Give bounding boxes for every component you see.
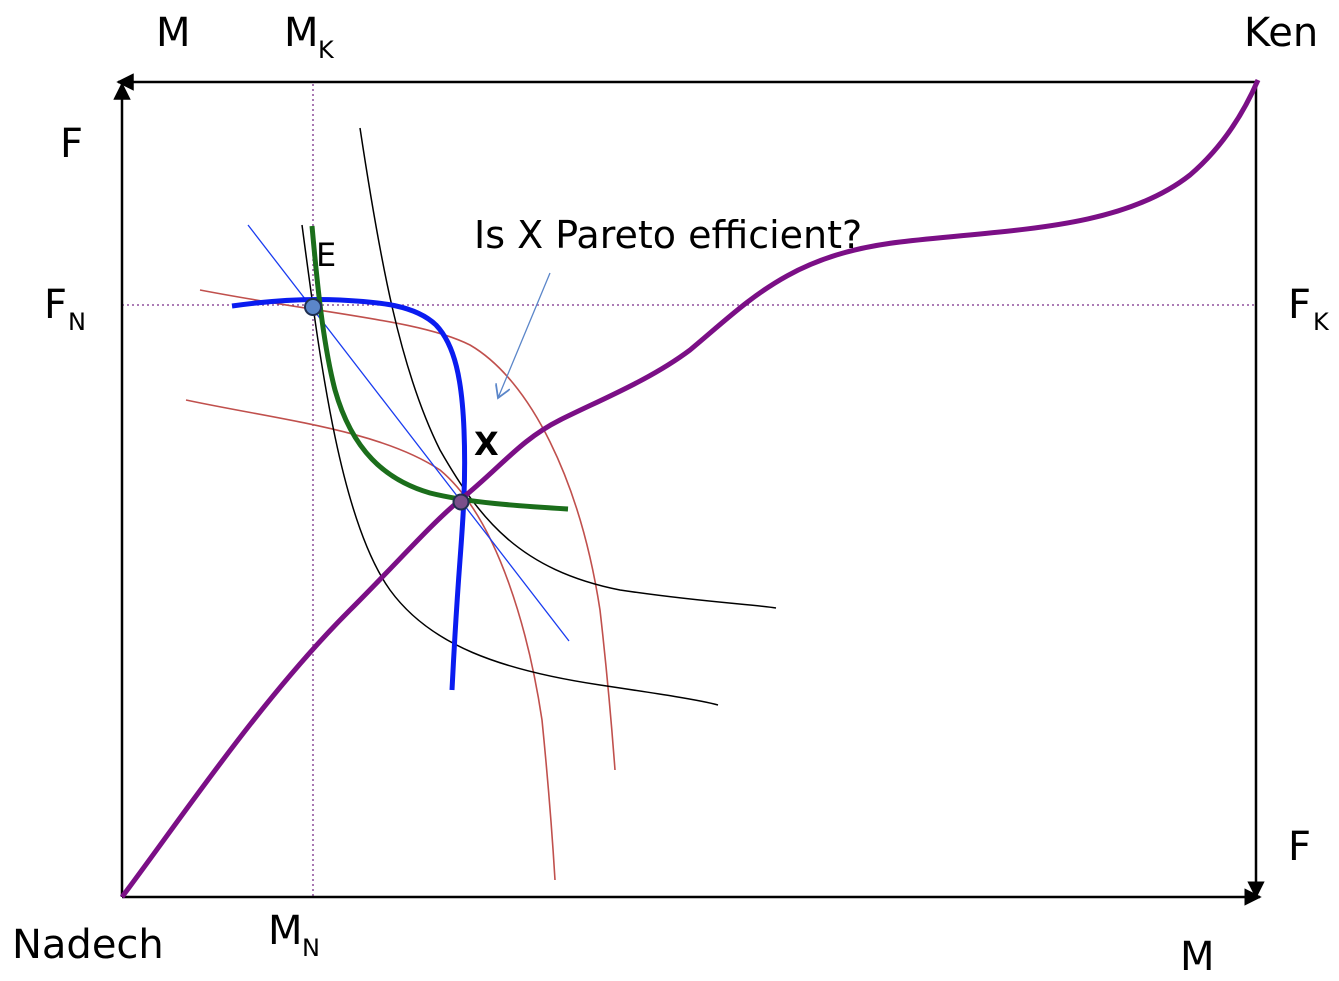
pareto-question: Is X Pareto efficient? (474, 213, 862, 257)
contract-curve (120, 79, 1261, 899)
budget-line (247, 224, 570, 642)
ken-top-m-label: M (156, 10, 191, 56)
mk-subscript: K (318, 36, 335, 64)
fk-label: F (1288, 282, 1311, 328)
equilibrium-point-x (452, 493, 470, 511)
nadech-bottom-m-label: M (1180, 934, 1215, 976)
ken-indifference-curve-inner (185, 399, 556, 881)
ken-offer-curve (309, 225, 569, 512)
nadech-indifference-curve-inner (301, 224, 719, 706)
nadech-origin-label: Nadech (12, 922, 164, 968)
mn-label: M (268, 908, 303, 954)
endowment-point-e (304, 298, 322, 316)
fn-subscript: N (68, 308, 86, 336)
ken-origin-label: Ken (1244, 10, 1318, 56)
ken-right-f-label: F (1288, 824, 1311, 870)
fn-label: F (44, 282, 67, 328)
question-arrow (498, 272, 551, 398)
point-x-label: X (474, 425, 499, 463)
point-e-label: E (316, 236, 336, 274)
nadech-offer-curve (231, 296, 468, 691)
ken-indifference-curve-outer (199, 289, 616, 771)
nadech-left-f-label: F (60, 121, 83, 167)
fk-subscript: K (1313, 308, 1330, 336)
nadech-indifference-curve-outer (359, 127, 777, 609)
mk-label: M (284, 10, 319, 56)
mn-subscript: N (302, 934, 320, 962)
